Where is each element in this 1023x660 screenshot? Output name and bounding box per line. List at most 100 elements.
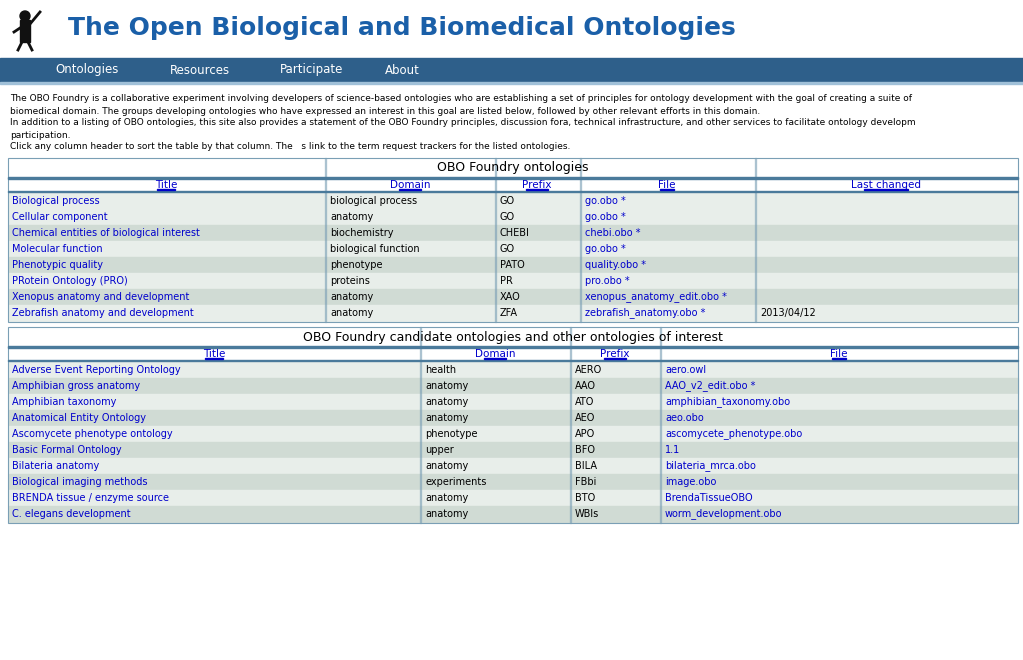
Text: chebi.obo *: chebi.obo * (585, 228, 640, 238)
Text: File: File (658, 180, 676, 190)
Bar (9, 410, 1018, 426)
Text: Domain: Domain (390, 180, 431, 190)
Text: Zebrafish anatomy and development: Zebrafish anatomy and development (12, 308, 193, 318)
Text: Amphibian taxonomy: Amphibian taxonomy (12, 397, 117, 407)
Bar (9, 178, 1018, 192)
Text: anatomy: anatomy (425, 397, 469, 407)
Text: experiments: experiments (425, 477, 486, 487)
Text: Last changed: Last changed (851, 180, 921, 190)
Text: aeo.obo: aeo.obo (665, 413, 704, 423)
Text: Biological process: Biological process (12, 196, 99, 206)
Text: 1.1: 1.1 (665, 445, 680, 455)
Text: Amphibian gross anatomy: Amphibian gross anatomy (12, 381, 140, 391)
Bar (9, 347, 1018, 361)
Text: Adverse Event Reporting Ontology: Adverse Event Reporting Ontology (12, 365, 181, 375)
Text: Anatomical Entity Ontology: Anatomical Entity Ontology (12, 413, 146, 423)
Text: Participate: Participate (280, 63, 344, 77)
Bar (8, 327, 1018, 523)
Text: About: About (385, 63, 419, 77)
Text: AAO: AAO (575, 381, 596, 391)
Text: health: health (425, 365, 456, 375)
Bar (8, 347, 1018, 348)
Text: GO: GO (500, 196, 516, 206)
Text: worm_development.obo: worm_development.obo (665, 509, 783, 519)
Bar (0, 0, 1023, 58)
Bar (9, 362, 1018, 378)
Text: C. elegans development: C. elegans development (12, 509, 131, 519)
Text: anatomy: anatomy (330, 308, 373, 318)
Text: OBO Foundry candidate ontologies and other ontologies of interest: OBO Foundry candidate ontologies and oth… (303, 331, 723, 343)
Text: CHEBI: CHEBI (500, 228, 530, 238)
Text: Title: Title (203, 349, 225, 359)
Text: Domain: Domain (475, 349, 516, 359)
Text: Prefix: Prefix (601, 349, 630, 359)
Bar (8, 178, 1018, 179)
Text: Prefix: Prefix (523, 180, 551, 190)
Text: quality.obo *: quality.obo * (585, 260, 646, 270)
Text: go.obo *: go.obo * (585, 212, 626, 222)
Bar (9, 225, 1018, 241)
Text: The OBO Foundry is a collaborative experiment involving developers of science-ba: The OBO Foundry is a collaborative exper… (10, 94, 911, 115)
Text: PATO: PATO (500, 260, 525, 270)
Ellipse shape (20, 11, 30, 21)
Text: anatomy: anatomy (425, 509, 469, 519)
Text: WBls: WBls (575, 509, 599, 519)
Bar (8, 191, 1018, 192)
Text: go.obo *: go.obo * (585, 244, 626, 254)
Bar (9, 327, 1018, 347)
Text: BTO: BTO (575, 493, 595, 503)
Text: AEO: AEO (575, 413, 595, 423)
Text: Chemical entities of biological interest: Chemical entities of biological interest (12, 228, 199, 238)
Text: Cellular component: Cellular component (12, 212, 107, 222)
Text: OBO Foundry ontologies: OBO Foundry ontologies (437, 162, 589, 174)
Text: Xenopus anatomy and development: Xenopus anatomy and development (12, 292, 189, 302)
Text: biological process: biological process (330, 196, 417, 206)
Text: Bilateria anatomy: Bilateria anatomy (12, 461, 99, 471)
Text: FBbi: FBbi (575, 477, 596, 487)
Text: AAO_v2_edit.obo *: AAO_v2_edit.obo * (665, 381, 755, 391)
Bar (8, 177, 1018, 178)
Bar (9, 305, 1018, 321)
Text: xenopus_anatomy_edit.obo *: xenopus_anatomy_edit.obo * (585, 292, 727, 302)
Text: anatomy: anatomy (330, 292, 373, 302)
Text: GO: GO (500, 244, 516, 254)
Text: anatomy: anatomy (425, 381, 469, 391)
Text: Biological imaging methods: Biological imaging methods (12, 477, 147, 487)
Text: aero.owl: aero.owl (665, 365, 706, 375)
Text: In addition to a listing of OBO ontologies, this site also provides a statement : In addition to a listing of OBO ontologi… (10, 118, 916, 139)
Text: phenotype: phenotype (425, 429, 478, 439)
Text: File: File (831, 349, 848, 359)
Text: 2013/04/12: 2013/04/12 (760, 308, 815, 318)
Text: AERO: AERO (575, 365, 603, 375)
Bar (9, 273, 1018, 289)
Text: Ascomycete phenotype ontology: Ascomycete phenotype ontology (12, 429, 173, 439)
Bar (9, 506, 1018, 522)
Text: BFO: BFO (575, 445, 595, 455)
Text: BRENDA tissue / enzyme source: BRENDA tissue / enzyme source (12, 493, 169, 503)
Bar (0, 81, 1023, 84)
Text: Click any column header to sort the table by that column. The   s link to the te: Click any column header to sort the tabl… (10, 142, 571, 151)
Bar (9, 193, 1018, 209)
Text: zebrafish_anatomy.obo *: zebrafish_anatomy.obo * (585, 308, 706, 319)
Text: ascomycete_phenotype.obo: ascomycete_phenotype.obo (665, 428, 802, 440)
Text: bilateria_mrca.obo: bilateria_mrca.obo (665, 461, 756, 471)
Text: pro.obo *: pro.obo * (585, 276, 629, 286)
Bar (8, 158, 1018, 322)
Bar (8, 346, 1018, 347)
Text: Title: Title (154, 180, 177, 190)
Text: ATO: ATO (575, 397, 594, 407)
Bar (9, 209, 1018, 225)
Bar (9, 378, 1018, 394)
Text: proteins: proteins (330, 276, 370, 286)
Bar (20, 20, 30, 42)
Text: APO: APO (575, 429, 595, 439)
Text: ZFA: ZFA (500, 308, 518, 318)
Text: Ontologies: Ontologies (55, 63, 119, 77)
Text: phenotype: phenotype (330, 260, 383, 270)
Text: go.obo *: go.obo * (585, 196, 626, 206)
Bar (9, 474, 1018, 490)
Text: XAO: XAO (500, 292, 521, 302)
Bar (9, 257, 1018, 273)
Text: Molecular function: Molecular function (12, 244, 102, 254)
Text: anatomy: anatomy (425, 413, 469, 423)
